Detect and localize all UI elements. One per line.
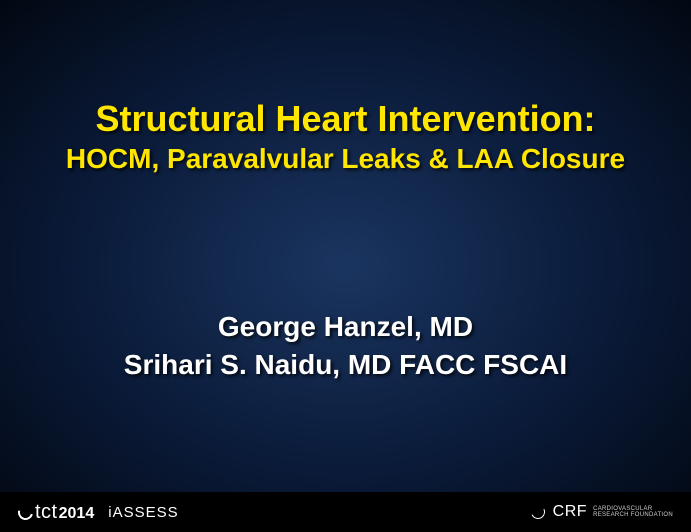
crf-swoosh-icon [529, 503, 547, 521]
tct-year: 2014 [59, 505, 95, 523]
tct-logo: tct 2014 [18, 501, 94, 524]
crf-full-line2: RESEARCH FOUNDATION [593, 512, 673, 518]
presenter-2: Srihari S. Naidu, MD FACC FSCAI [0, 346, 691, 384]
tct-text: tct [35, 501, 58, 524]
iassess-rest: ASSESS [113, 504, 179, 521]
footer-left: tct 2014 iASSESS [18, 501, 179, 524]
tct-swoosh-icon [15, 502, 35, 522]
presenter-1: George Hanzel, MD [0, 308, 691, 346]
title-block: Structural Heart Intervention: HOCM, Par… [0, 98, 691, 176]
slide: Structural Heart Intervention: HOCM, Par… [0, 0, 691, 532]
crf-full-name: CARDIOVASCULAR RESEARCH FOUNDATION [593, 506, 673, 519]
slide-title-main: Structural Heart Intervention: [0, 98, 691, 139]
footer-bar: tct 2014 iASSESS CRF CARDIOVASCULAR RESE… [0, 492, 691, 532]
footer-right: CRF CARDIOVASCULAR RESEARCH FOUNDATION [531, 503, 673, 521]
presenters-block: George Hanzel, MD Srihari S. Naidu, MD F… [0, 308, 691, 384]
slide-title-sub: HOCM, Paravalvular Leaks & LAA Closure [0, 143, 691, 175]
crf-full-line1: CARDIOVASCULAR [593, 506, 652, 512]
iassess-logo: iASSESS [108, 504, 178, 521]
crf-abbr: CRF [553, 503, 587, 521]
